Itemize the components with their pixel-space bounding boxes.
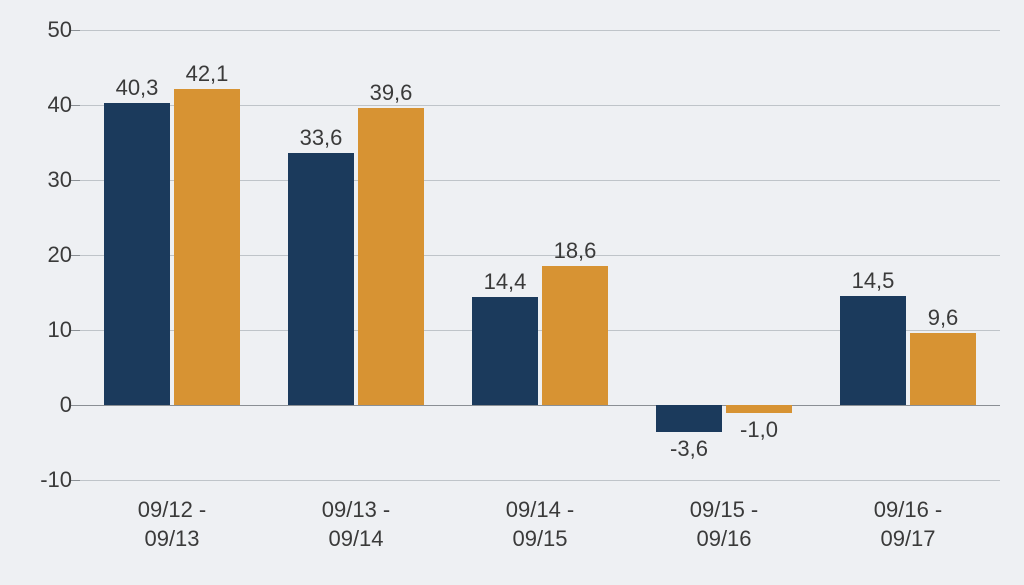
x-axis-label: 09/13 -09/14 xyxy=(296,496,416,553)
y-axis-label: 40 xyxy=(12,92,72,118)
y-axis-label: 10 xyxy=(12,317,72,343)
bar-value-label: 33,6 xyxy=(271,125,371,151)
y-axis-label: 50 xyxy=(12,17,72,43)
x-axis-label: 09/14 -09/15 xyxy=(480,496,600,553)
y-axis-label: 30 xyxy=(12,167,72,193)
gridline xyxy=(80,480,1000,481)
plot-area: 40,342,133,639,614,418,6-3,6-1,014,59,6 xyxy=(80,30,1000,480)
bar-chart: 40,342,133,639,614,418,6-3,6-1,014,59,6 … xyxy=(0,0,1024,585)
zero-axis xyxy=(80,405,1000,406)
bar-value-label: 14,4 xyxy=(455,269,555,295)
y-axis-label: 20 xyxy=(12,242,72,268)
y-axis-label: -10 xyxy=(12,467,72,493)
bar-value-label: 39,6 xyxy=(341,80,441,106)
bar xyxy=(174,89,240,405)
x-axis-label: 09/16 -09/17 xyxy=(848,496,968,553)
x-axis-label: 09/12 -09/13 xyxy=(112,496,232,553)
bar-value-label: 9,6 xyxy=(893,305,993,331)
gridline xyxy=(80,30,1000,31)
x-axis-label: 09/15 -09/16 xyxy=(664,496,784,553)
bar xyxy=(910,333,976,405)
bar xyxy=(104,103,170,405)
bar xyxy=(288,153,354,405)
bar xyxy=(542,266,608,406)
bar-value-label: 42,1 xyxy=(157,61,257,87)
bar-value-label: 18,6 xyxy=(525,238,625,264)
y-axis-label: 0 xyxy=(12,392,72,418)
bar-value-label: -1,0 xyxy=(709,417,809,443)
bar xyxy=(726,405,792,413)
bar-value-label: 14,5 xyxy=(823,268,923,294)
bar xyxy=(472,297,538,405)
bar xyxy=(358,108,424,405)
